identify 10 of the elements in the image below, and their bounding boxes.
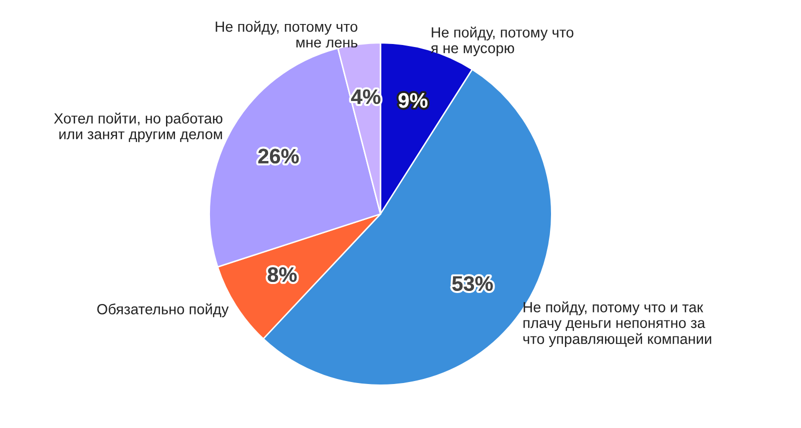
data-label: 26% xyxy=(258,148,299,164)
slice-label: Не пойду, потому что и так плачу деньги непонятно за что управляющей компании xyxy=(523,301,712,347)
slice-label: Не пойду, потому что я не мусорю xyxy=(430,26,574,56)
slice-label: Обязательно пойду xyxy=(97,303,229,318)
slice-label: Не пойду, потому что мне лень xyxy=(216,20,358,48)
data-label: 8% xyxy=(268,267,297,282)
data-label: 53% xyxy=(452,276,493,291)
data-label: 4% xyxy=(351,89,380,104)
slice-label: Хотел пойти, но работаю или занят другим делом xyxy=(54,112,222,142)
data-label: 9% xyxy=(398,93,428,108)
